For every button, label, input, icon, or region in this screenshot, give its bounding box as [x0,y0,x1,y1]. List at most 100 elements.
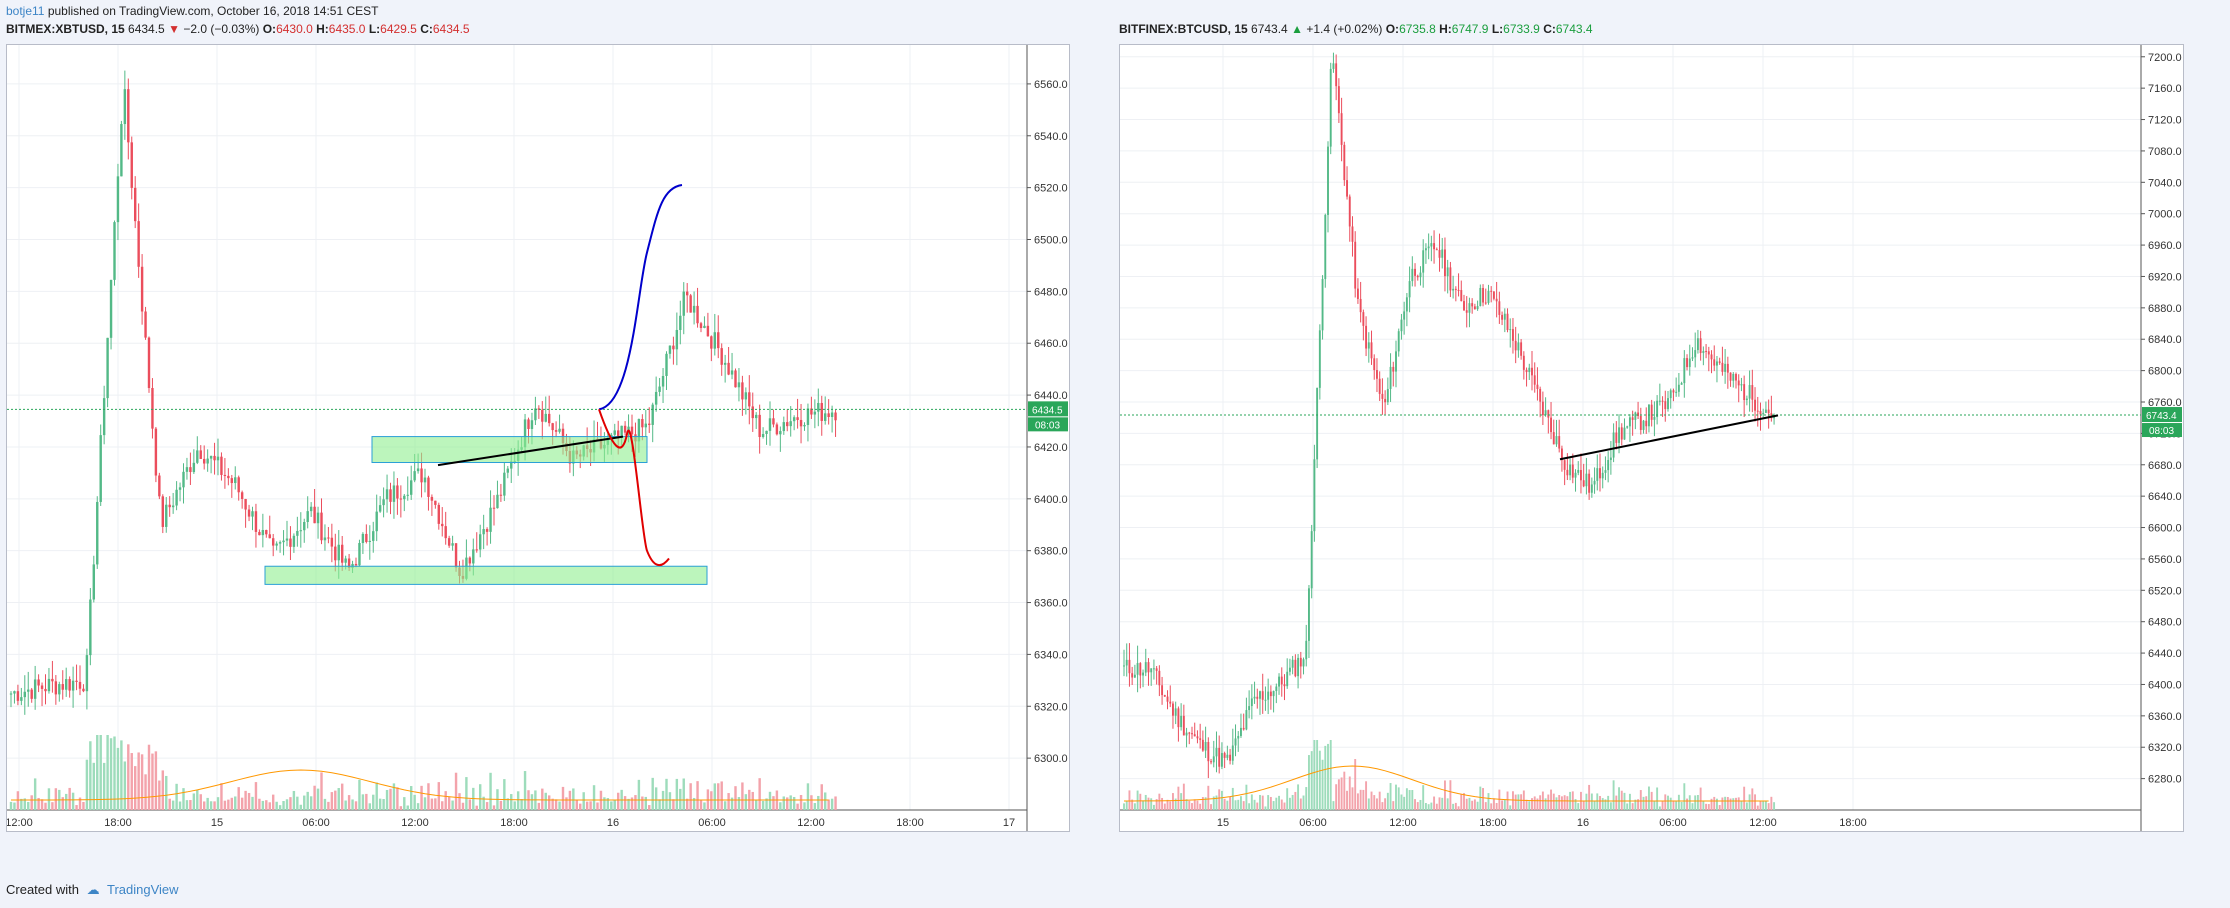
volume-bar [1144,794,1147,810]
candle-body [1626,426,1629,428]
volume-bar [1618,787,1620,810]
candle-body [1566,469,1569,476]
candle-body [299,530,303,532]
chart-panel-left[interactable]: 6300.0 6320.0 6340.0 6360.0 6380.0 6400.0 6420… [5,44,1070,832]
candle-body [285,538,289,541]
volume-bar [1520,794,1523,810]
volume-bar [1762,800,1765,810]
candle-body [1560,448,1563,461]
volume-bar [1327,743,1329,810]
candle-body [623,425,627,433]
volume-bar [1732,798,1735,810]
y-tick-label: 6440.0 [1034,390,1068,402]
volume-bar [672,799,675,810]
top-bar: botje11 published on TradingView.com, Oc… [0,0,2230,20]
volume-bar [510,794,513,810]
y-tick-label: 6360.0 [1034,598,1068,610]
volume-bar [78,797,82,810]
footer: Created with ☁ TradingView [6,882,179,898]
chart-canvas-left[interactable]: 6300.0 6320.0 6340.0 6360.0 6380.0 6400.0 6420… [5,45,1069,831]
candle-body [375,511,378,532]
candle-body [651,404,654,425]
volume-bar [1601,798,1604,810]
volume-bar [1628,793,1631,810]
volume-bar [1525,799,1528,810]
candle-body [1492,291,1495,299]
volume-bar [1264,806,1267,810]
candle-body [527,419,530,429]
candle-body [789,421,792,427]
candle-body [1520,342,1523,356]
volume-bar [268,802,271,810]
volume-bar [1550,789,1552,810]
candle-body [723,362,727,365]
volume-bar [665,778,668,810]
volume-bar [786,797,789,810]
candle-body [758,414,761,438]
candle-body [320,512,323,541]
volume-bar [1125,800,1128,810]
candle-body [796,417,799,420]
volume-bar [102,762,106,810]
y-tick-label: 6600.0 [2148,523,2182,535]
volume-bar [61,797,64,810]
y-tick-label: 7040.0 [2148,177,2182,189]
volume-bar [1441,797,1444,810]
candle-body [33,679,37,699]
candle-body [1144,662,1147,673]
candle-body [1726,363,1729,373]
volume-bar [1204,797,1207,810]
volume-bar [1444,780,1446,810]
volume-bar [1136,790,1139,810]
candle-body [1348,196,1351,227]
y-tick-label: 6760.0 [2148,397,2182,409]
author-link[interactable]: botje11 [6,4,45,18]
candle-body [189,467,192,473]
candle-body [1321,279,1324,331]
volume-bar [1310,751,1313,810]
candle-body [1294,659,1297,677]
chart-panel-right[interactable]: 6280.0 6320.0 6360.0 6400.0 6440.0 6480.0 6520… [1119,44,2184,832]
volume-bar [1544,798,1547,810]
candle-body [1250,698,1253,707]
volume-bar [1702,801,1705,810]
candle-body [1593,480,1596,485]
volume-bar [1269,796,1272,810]
volume-bar [1166,799,1169,810]
candle-body [786,422,789,427]
volume-bar [668,792,672,810]
volume-bar [385,789,389,810]
volume-bar [1131,799,1134,810]
volume-bar [1639,790,1642,810]
candle-body [40,685,44,689]
volume-bar [1582,800,1585,810]
candle-body [1131,673,1134,678]
candle-body [47,678,51,692]
candle-body [1677,384,1680,392]
volume-bar [754,799,758,810]
candle-body [741,382,744,400]
volume-bar [202,801,206,810]
volume-bar [1220,790,1223,810]
candle-body [1737,380,1740,386]
chart-canvas-right[interactable]: 6280.0 6320.0 6360.0 6400.0 6440.0 6480.0 6520… [1120,45,2183,831]
volume-bar [744,794,748,810]
candle-body [813,411,817,415]
candle-body [1574,472,1577,478]
volume-bar [54,788,58,810]
countdown-bg [1028,417,1068,432]
volume-bar [506,798,510,810]
y-tick-label: 6460.0 [1034,338,1068,350]
candle-body [327,537,330,539]
candle-body [1471,303,1474,307]
candle-body [1220,753,1223,767]
candle-body [1188,732,1191,734]
candle-body [827,413,830,418]
volume-bar [530,794,534,810]
candle-body [744,392,748,400]
tradingview-link[interactable]: TradingView [107,882,179,897]
volume-bar [237,787,240,810]
volume-bar [192,793,196,810]
volume-bar [27,801,30,810]
volume-bar [123,761,127,810]
